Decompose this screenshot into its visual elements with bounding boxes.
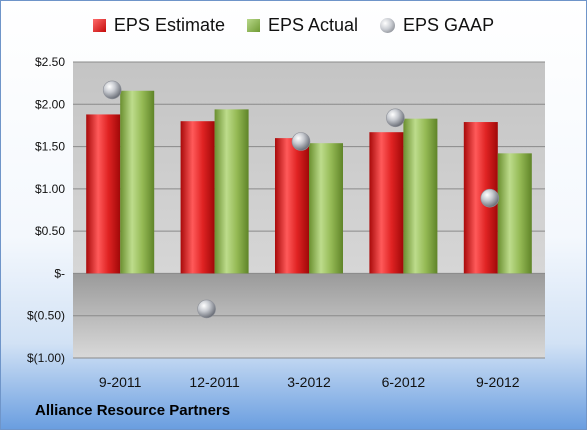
eps-gaap-point (386, 108, 405, 128)
legend-label-eps-gaap: EPS GAAP (403, 15, 495, 35)
eps-gaap-point (197, 299, 216, 319)
legend-swatch-eps-gaap (380, 18, 396, 33)
x-tick-label: 3-2012 (287, 374, 331, 390)
eps-gaap-point (291, 132, 311, 151)
eps-estimate-bar (86, 114, 121, 274)
eps-estimate-bar (369, 132, 404, 274)
eps-actual-bar (497, 153, 532, 274)
company-name: Alliance Resource Partners (35, 402, 231, 419)
eps-estimate-bar (275, 138, 309, 274)
y-tick-label: $- (54, 266, 65, 280)
y-tick-label: $(1.00) (27, 351, 65, 365)
legend-item-eps-actual: EPS Actual (246, 15, 359, 36)
y-tick-label: $(0.50) (27, 309, 65, 323)
x-tick-label: 6-2012 (382, 374, 426, 390)
y-tick-label: $2.50 (35, 55, 65, 69)
legend-item-eps-estimate: EPS Estimate (92, 15, 225, 36)
legend-swatch-eps-estimate (92, 19, 106, 32)
legend-item-eps-gaap: EPS GAAP (380, 15, 494, 36)
y-tick-label: $1.00 (35, 182, 65, 196)
y-tick-label: $2.00 (35, 97, 65, 111)
legend-swatch-eps-actual (246, 19, 260, 32)
eps-gaap-point (102, 80, 122, 100)
eps-actual-bar (120, 90, 155, 274)
eps-gaap-point (480, 188, 500, 208)
x-tick-label: 12-2011 (189, 374, 240, 390)
y-tick-label: $0.50 (35, 224, 65, 238)
legend-label-eps-actual: EPS Actual (267, 15, 359, 35)
eps-actual-bar (309, 143, 343, 274)
x-tick-label: 9-2012 (476, 374, 520, 390)
legend-label-eps-estimate: EPS Estimate (113, 15, 225, 35)
eps-actual-bar (214, 109, 249, 274)
x-tick-label: 9-2011 (99, 374, 142, 390)
legend: EPS Estimate EPS Actual EPS GAAP (1, 15, 586, 36)
y-tick-label: $1.50 (35, 140, 65, 154)
eps-estimate-bar (180, 121, 215, 274)
eps-actual-bar (403, 118, 438, 274)
